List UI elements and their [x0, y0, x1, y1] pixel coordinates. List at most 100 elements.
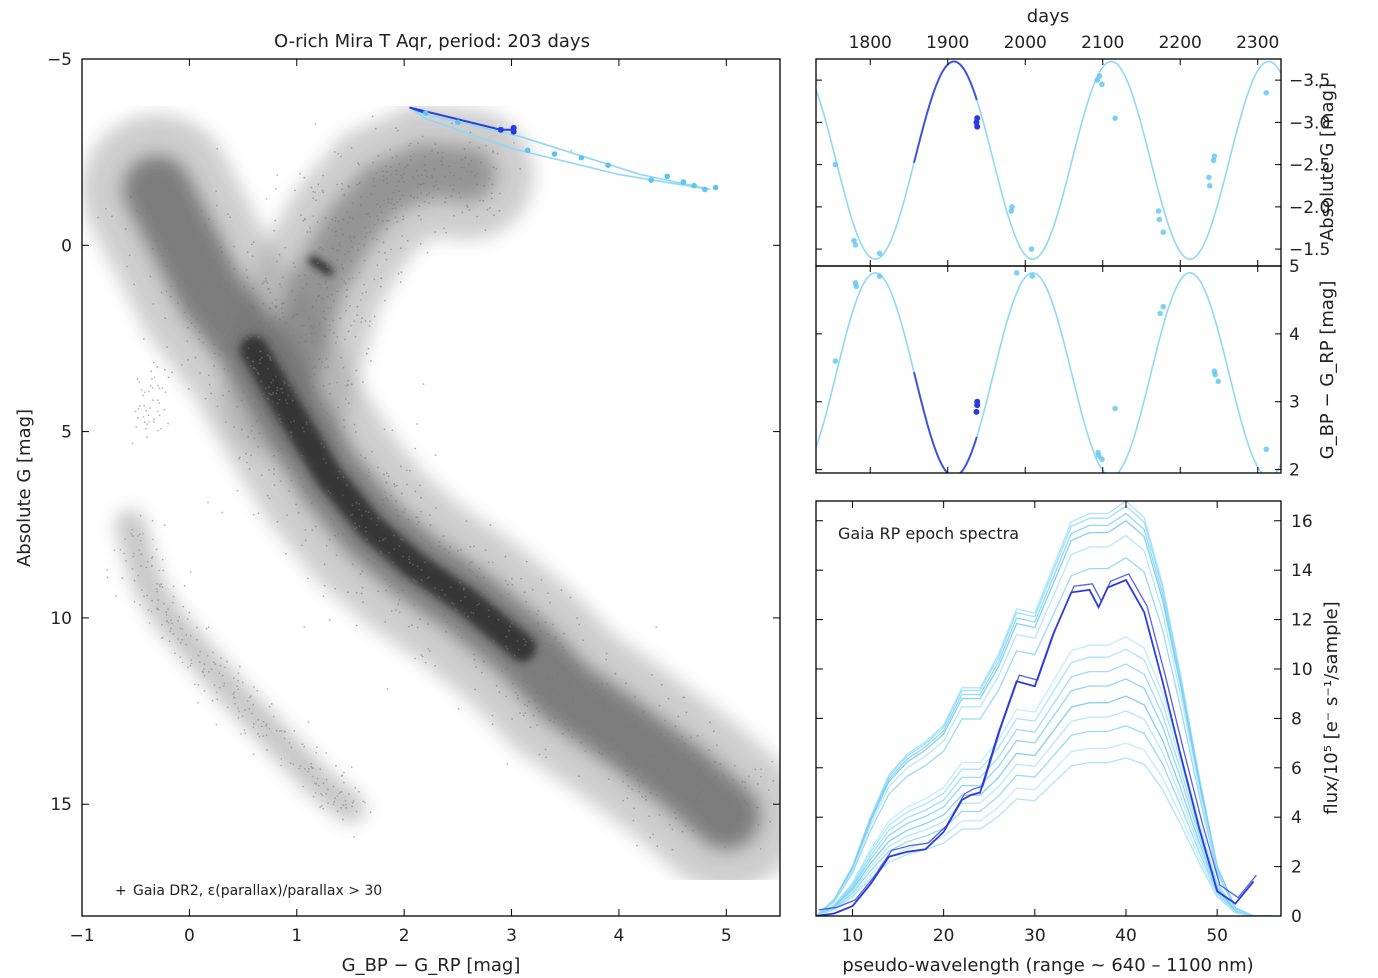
star-dot	[317, 283, 320, 286]
star-dot	[212, 651, 215, 654]
star-dot	[139, 604, 142, 606]
star-dot	[349, 305, 351, 307]
star-dot	[644, 795, 647, 798]
star-dot	[490, 603, 493, 605]
star-dot	[383, 428, 386, 431]
star-dot	[238, 359, 241, 362]
star-dot	[333, 801, 336, 803]
star-dot	[832, 793, 834, 795]
star-dot	[177, 279, 180, 282]
ytick-label: −3.5	[1289, 71, 1330, 91]
star-dot	[328, 618, 331, 621]
star-dot	[150, 565, 153, 568]
star-dot	[140, 553, 143, 556]
star-dot	[503, 611, 506, 614]
star-dot	[165, 290, 168, 293]
star-dot	[594, 687, 596, 690]
sp-ytick-label: 16	[1291, 512, 1313, 532]
star-dot	[382, 241, 385, 244]
star-dot	[367, 468, 370, 471]
star-dot	[323, 563, 326, 566]
star-dot	[135, 210, 138, 212]
star-dot	[157, 599, 160, 601]
star-dot	[414, 447, 417, 450]
star-dot	[347, 251, 350, 253]
star-dot	[267, 354, 269, 357]
star-dot	[476, 183, 478, 186]
star-dot	[362, 800, 364, 803]
star-dot	[480, 671, 483, 674]
star-dot	[537, 682, 539, 685]
star-dot	[327, 490, 330, 492]
star-dot	[562, 632, 565, 635]
star-dot	[219, 278, 222, 281]
star-dot	[308, 412, 310, 415]
star-dot	[659, 733, 662, 736]
star-dot	[637, 779, 639, 782]
current-point	[974, 123, 981, 130]
star-dot	[357, 790, 360, 793]
star-dot	[722, 799, 725, 802]
star-dot	[490, 192, 493, 195]
cmd-current-track-start	[409, 106, 426, 114]
star-dot	[168, 640, 171, 643]
star-dot	[406, 483, 408, 486]
star-dot	[435, 507, 437, 509]
star-dot	[200, 209, 203, 212]
star-dot	[304, 529, 307, 531]
star-dot	[485, 644, 487, 646]
star-dot	[393, 534, 395, 537]
sp-ytick-label: 2	[1291, 858, 1302, 878]
star-dot	[314, 525, 317, 528]
star-dot	[379, 205, 381, 208]
star-dot	[350, 260, 353, 263]
epoch-point	[832, 358, 839, 364]
star-dot	[459, 177, 462, 180]
star-dot	[344, 398, 347, 400]
star-dot	[158, 387, 161, 389]
star-dot	[239, 456, 241, 459]
star-dot	[283, 382, 286, 385]
star-dot	[554, 657, 556, 659]
star-dot	[203, 690, 206, 692]
star-dot	[601, 702, 603, 704]
star-dot	[613, 726, 616, 729]
star-dot	[167, 376, 170, 379]
star-dot	[430, 546, 432, 549]
star-dot	[307, 770, 309, 773]
star-dot	[330, 306, 332, 309]
star-dot	[487, 609, 490, 612]
star-dot	[125, 560, 127, 562]
star-dot	[345, 518, 348, 521]
star-dot	[548, 644, 551, 646]
star-dot	[323, 310, 325, 313]
star-dot	[328, 328, 331, 331]
star-dot	[365, 232, 368, 234]
star-dot	[271, 401, 274, 404]
star-dot	[359, 181, 361, 184]
star-dot	[314, 191, 316, 194]
star-dot	[325, 357, 328, 360]
star-dot	[425, 590, 428, 592]
star-dot	[305, 421, 308, 423]
star-dot	[207, 501, 209, 504]
star-dot	[343, 426, 346, 428]
star-dot	[516, 694, 519, 696]
star-dot	[278, 347, 281, 350]
star-dot	[469, 131, 472, 134]
star-dot	[551, 667, 553, 670]
star-dot	[516, 697, 519, 700]
star-dot	[227, 369, 230, 372]
star-dot	[278, 342, 280, 345]
star-dot	[462, 588, 465, 591]
star-dot	[531, 588, 534, 591]
star-dot	[309, 226, 311, 229]
star-dot	[398, 598, 401, 601]
star-dot	[261, 403, 264, 406]
star-dot	[482, 649, 485, 651]
star-dot	[240, 399, 243, 402]
star-dot	[244, 732, 247, 735]
star-dot	[545, 756, 547, 759]
star-dot	[363, 547, 366, 550]
